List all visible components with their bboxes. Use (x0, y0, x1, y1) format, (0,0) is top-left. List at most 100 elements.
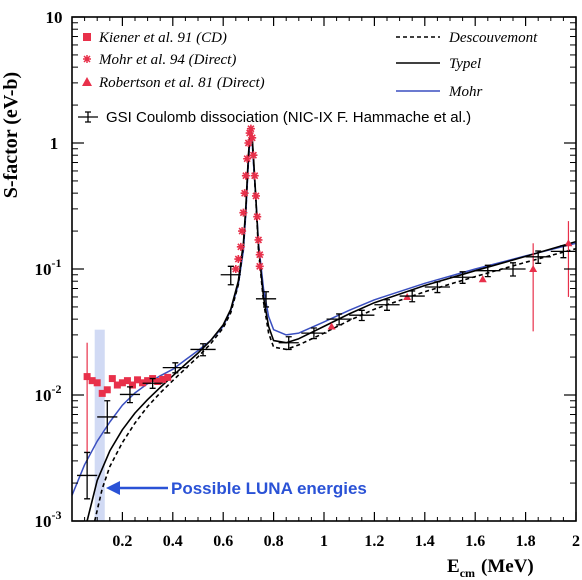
gsi-point (301, 327, 327, 340)
kiener-point (118, 379, 126, 387)
x-tick-label: 0.4 (163, 533, 183, 550)
gsi-point (326, 313, 352, 326)
mohr-point (236, 242, 245, 251)
x-tick-label: 1.2 (364, 533, 384, 550)
legend-label: Mohr (448, 84, 482, 100)
mohr-point (248, 133, 257, 142)
gsi-point (500, 262, 526, 277)
curve-descouvemont (93, 130, 577, 522)
y-tick-label: 10-2 (35, 382, 62, 405)
kiener-point (113, 381, 121, 389)
y-axis-label: S-factor (eV-b) (0, 72, 22, 198)
kiener-point (103, 386, 111, 394)
x-tick-label: 0.6 (213, 533, 233, 550)
mohr-point (238, 227, 247, 236)
robertson-point (529, 265, 538, 272)
kiener-point (159, 375, 167, 383)
kiener-point (164, 373, 172, 381)
theory-curves (71, 127, 577, 522)
axis-ticks: 0.2 0.4 0.6 0.8 1 1.2 1.4 1.6 1.8 210110-110-210-… (35, 8, 581, 550)
legend-label: Kiener et al. 91 (CD) (98, 30, 227, 46)
kiener-point (144, 377, 152, 385)
legend-label-gsi: GSI Coulomb dissociation (NIC-IX F. Hamm… (106, 109, 471, 126)
mohr-point (246, 124, 255, 133)
curve-mohr (71, 134, 577, 496)
legend-label: Mohr et al. 94 (Direct) (98, 52, 236, 68)
y-tick-base: 10 (35, 386, 52, 405)
x-tick-label: 2 (572, 533, 580, 550)
mohr-point (231, 265, 240, 273)
y-tick-label: 10 (46, 8, 63, 27)
legend-label: Descouvemont (448, 30, 538, 46)
mohr-point (244, 139, 253, 147)
luna-label: Possible LUNA energies (171, 479, 367, 498)
y-tick-exponent: -3 (52, 508, 62, 522)
legend-marker-triangle (82, 77, 92, 86)
legend-marker-asterisk (83, 55, 91, 63)
mohr-point (255, 250, 264, 259)
x-tick-label: 0.8 (264, 533, 284, 550)
gsi-point (374, 299, 400, 311)
gsi-point (77, 451, 98, 500)
gsi-point (450, 271, 476, 284)
legend: Kiener et al. 91 (CD) Mohr et al. 94 (Dir… (78, 30, 538, 126)
kiener-point (134, 376, 142, 384)
y-tick-label: 10-3 (35, 508, 62, 531)
mohr-point (255, 262, 264, 271)
x-axis-label-unit: (MeV) (481, 556, 534, 577)
y-tick-exponent: -1 (52, 256, 62, 270)
x-tick-label: 1.4 (415, 533, 435, 550)
gsi-point (162, 362, 188, 374)
kiener-point (88, 377, 96, 385)
data-points (77, 124, 576, 500)
gsi-point (119, 386, 141, 404)
y-tick-label: 10-1 (35, 256, 62, 279)
y-tick-base: 10 (46, 8, 63, 27)
kiener-point (83, 373, 91, 381)
mohr-point (239, 208, 248, 217)
gsi-point (550, 245, 576, 259)
gsi-point (399, 290, 425, 303)
kiener-point (93, 379, 101, 387)
kiener-point (108, 375, 116, 383)
luna-arrow-head (106, 481, 120, 495)
mohr-point (249, 151, 258, 160)
x-tick-label: 1 (320, 533, 328, 550)
gsi-point (142, 377, 163, 389)
gsi-point (525, 250, 551, 264)
kiener-point (128, 381, 136, 389)
y-tick-exponent: -2 (52, 382, 62, 396)
x-axis-label-main: E (447, 556, 460, 577)
mohr-point (241, 171, 250, 180)
x-axis-label: Ecm (MeV) (447, 556, 534, 580)
luna-annotation: Possible LUNA energies (106, 479, 367, 498)
legend-marker-square (83, 33, 91, 41)
x-tick-label: 1.6 (465, 533, 485, 550)
robertson-point (564, 239, 573, 247)
y-tick-base: 1 (50, 134, 59, 153)
mohr-point (253, 212, 262, 221)
mohr-point (251, 191, 260, 200)
gsi-point (97, 400, 118, 434)
legend-label: Typel (449, 56, 481, 72)
gsi-point (278, 336, 299, 351)
mohr-point (254, 235, 263, 244)
robertson-point (478, 275, 487, 283)
gsi-point (424, 281, 450, 294)
mohr-point (234, 255, 243, 264)
legend-label: Robertson et al. 81 (Direct) (98, 75, 265, 91)
mohr-point (250, 171, 259, 180)
background-layer (94, 329, 105, 521)
x-tick-label: 0.2 (112, 533, 132, 550)
mohr-point (243, 154, 252, 163)
y-tick-base: 10 (35, 512, 52, 531)
legend-marker-gsi (78, 111, 98, 123)
gsi-point (220, 265, 241, 286)
gsi-point (190, 343, 216, 357)
x-tick-label: 1.8 (516, 533, 536, 550)
y-tick-base: 10 (35, 260, 52, 279)
mohr-point (240, 189, 249, 198)
kiener-point (154, 377, 162, 385)
robertson-point (327, 322, 336, 330)
